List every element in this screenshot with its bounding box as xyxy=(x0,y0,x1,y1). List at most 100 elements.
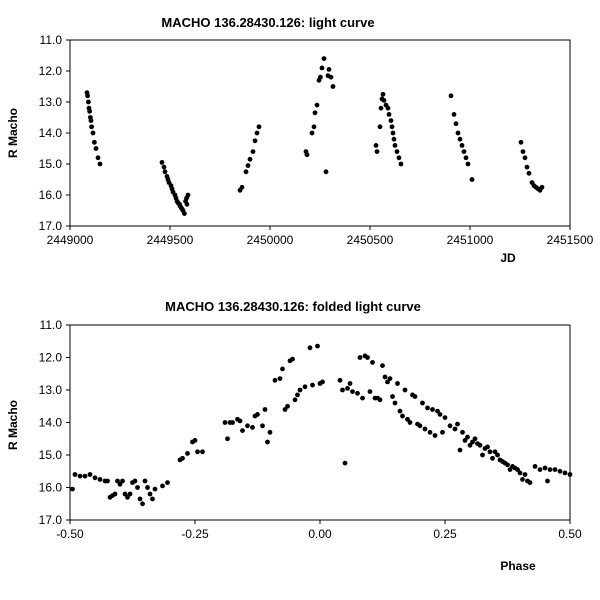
data-point xyxy=(392,143,398,148)
data-point xyxy=(72,472,78,477)
data-point xyxy=(385,105,391,111)
data-point xyxy=(280,366,285,372)
data-point xyxy=(127,491,133,497)
data-point xyxy=(240,428,245,433)
data-point xyxy=(311,124,317,130)
data-point xyxy=(132,478,138,484)
data-point xyxy=(455,421,460,427)
data-point xyxy=(315,343,320,349)
data-point xyxy=(390,394,395,399)
data-point xyxy=(142,478,148,484)
data-point xyxy=(319,65,325,71)
data-point xyxy=(314,102,320,108)
data-point xyxy=(200,449,205,455)
x-tick-label: 2449000 xyxy=(47,233,94,247)
data-point xyxy=(318,74,323,80)
data-point xyxy=(255,412,260,417)
data-point xyxy=(527,480,533,485)
data-point xyxy=(86,99,91,105)
data-point xyxy=(237,418,243,424)
x-tick-label: 0.25 xyxy=(433,527,457,541)
data-point xyxy=(374,149,380,155)
data-point xyxy=(112,491,118,497)
data-point xyxy=(160,483,165,489)
data-point xyxy=(245,423,250,429)
data-point xyxy=(472,436,478,442)
data-points xyxy=(84,56,545,217)
data-point xyxy=(295,392,300,398)
data-point xyxy=(93,146,99,151)
data-point xyxy=(252,138,258,144)
data-point xyxy=(345,386,350,391)
data-point xyxy=(469,177,475,182)
y-tick-label: 16.0 xyxy=(39,481,63,495)
data-point xyxy=(420,400,425,406)
data-point xyxy=(452,426,458,432)
data-point xyxy=(350,389,355,394)
data-point xyxy=(307,345,313,351)
data-point xyxy=(370,360,375,365)
data-point xyxy=(117,481,123,487)
data-point xyxy=(381,98,387,103)
data-point xyxy=(330,84,336,89)
data-point xyxy=(272,377,278,383)
data-point xyxy=(265,439,270,445)
data-point xyxy=(435,408,440,414)
data-point xyxy=(337,377,343,383)
data-point xyxy=(135,485,140,490)
data-point xyxy=(539,184,545,190)
data-point xyxy=(390,130,396,136)
data-point xyxy=(97,477,103,482)
data-point xyxy=(495,452,500,458)
data-point xyxy=(254,130,260,136)
x-tick-label: -0.50 xyxy=(56,527,84,541)
data-point xyxy=(380,91,386,97)
data-point xyxy=(267,429,273,435)
data-point xyxy=(342,460,348,466)
data-point xyxy=(357,355,363,360)
data-point xyxy=(552,467,558,472)
data-point xyxy=(425,405,430,411)
data-point xyxy=(360,395,365,401)
data-point xyxy=(243,169,249,175)
data-point xyxy=(480,452,485,458)
data-point xyxy=(392,400,398,406)
data-point xyxy=(260,423,265,429)
y-axis: 11.0 12.0 13.0 14.0 15.0 16.0 17.0 xyxy=(39,318,70,527)
data-point xyxy=(152,486,158,492)
data-point xyxy=(477,442,483,448)
data-point xyxy=(378,105,384,111)
data-point xyxy=(262,407,268,412)
data-point xyxy=(347,381,353,386)
data-point xyxy=(417,423,423,429)
data-point xyxy=(547,467,553,472)
data-point xyxy=(105,478,110,484)
data-point xyxy=(432,433,438,438)
data-point xyxy=(485,444,490,450)
y-tick-label: 15.0 xyxy=(39,448,63,462)
y-axis-label: R Macho xyxy=(6,108,20,158)
data-point xyxy=(462,438,468,443)
data-point xyxy=(82,473,88,479)
data-point xyxy=(239,184,245,190)
data-point xyxy=(396,155,402,161)
x-tick-label: -0.25 xyxy=(181,527,209,541)
data-point xyxy=(120,478,125,484)
x-tick-label: 0.50 xyxy=(558,527,582,541)
data-point xyxy=(490,455,495,461)
data-point xyxy=(467,442,473,448)
data-point xyxy=(526,170,532,176)
data-point xyxy=(457,136,463,142)
x-axis-label: JD xyxy=(500,251,516,265)
data-point xyxy=(520,477,525,482)
data-point xyxy=(320,379,325,385)
data-point xyxy=(159,160,165,165)
data-point xyxy=(453,121,459,127)
y-tick-label: 11.0 xyxy=(40,33,63,47)
data-point xyxy=(365,355,370,360)
y-tick-label: 12.0 xyxy=(39,64,63,78)
data-point xyxy=(122,491,128,497)
data-point xyxy=(455,130,461,136)
data-point xyxy=(422,426,428,432)
